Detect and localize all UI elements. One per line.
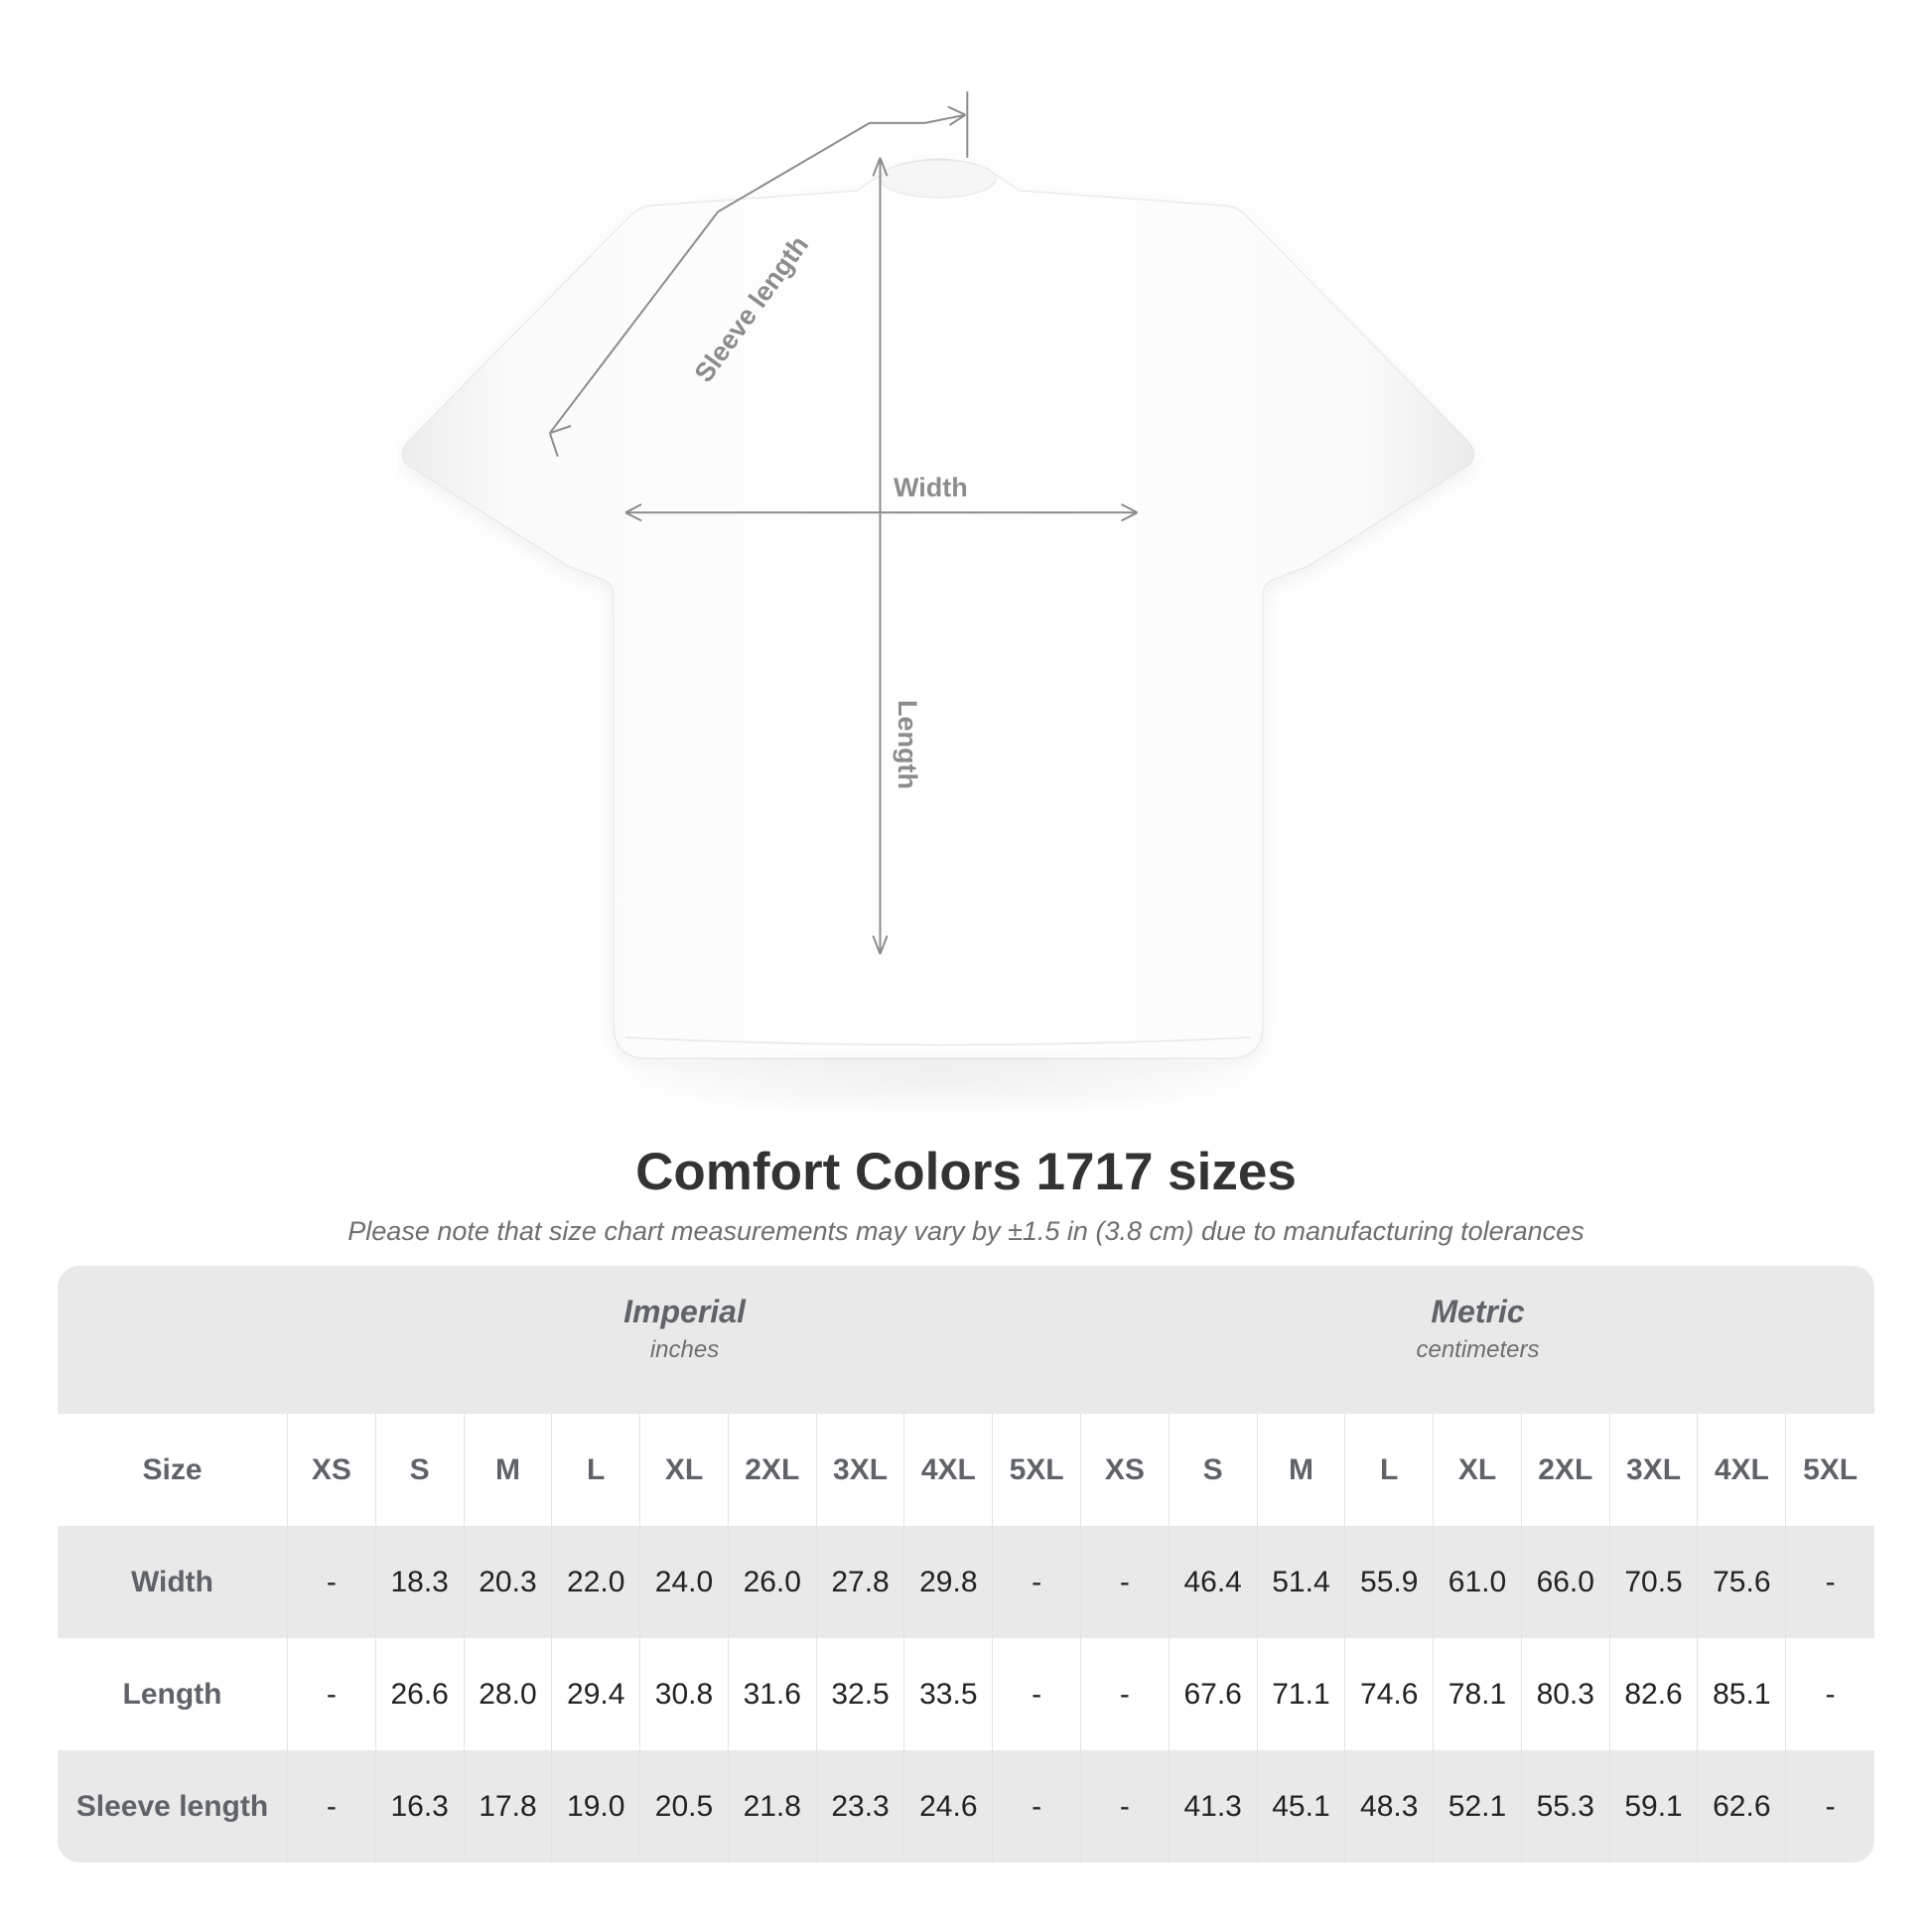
svg-text:Length: Length: [893, 700, 922, 789]
svg-text:Width: Width: [894, 473, 968, 502]
